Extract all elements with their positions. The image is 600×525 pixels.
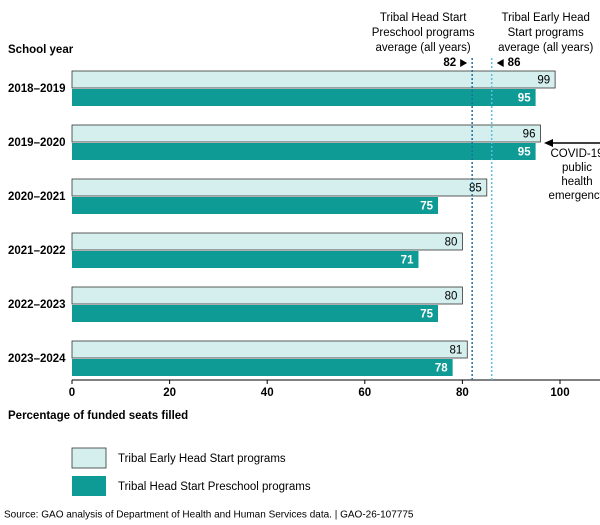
value-label: 80 (445, 237, 458, 249)
x-tick-label: 40 (261, 387, 274, 399)
x-tick-label: 100 (550, 387, 569, 399)
value-label: 81 (449, 345, 462, 357)
annotation-arrowhead (544, 139, 553, 147)
legend-label: Tribal Head Start Preschool programs (118, 481, 311, 493)
reference-label: average (all years) (376, 42, 471, 54)
y-tick-label: 2018–2019 (8, 83, 66, 95)
x-tick-label: 0 (69, 387, 75, 399)
x-axis-title: Percentage of funded seats filled (8, 410, 188, 422)
bar (72, 305, 438, 322)
value-label: 96 (523, 129, 536, 141)
y-tick-label: 2020–2021 (8, 191, 66, 203)
value-label: 95 (518, 93, 531, 105)
value-label: 71 (401, 255, 414, 267)
value-label: 78 (435, 363, 448, 375)
bar (72, 89, 536, 106)
x-tick-label: 80 (456, 387, 469, 399)
reference-value: 86 (508, 57, 521, 69)
category-axis-title: School year (8, 44, 74, 56)
legend-swatch (71, 447, 107, 469)
y-tick-label: 2021–2022 (8, 245, 66, 257)
x-tick-label: 20 (163, 387, 176, 399)
reference-label: Tribal Head Start (380, 12, 467, 24)
value-label: 99 (537, 75, 550, 87)
bar (71, 124, 541, 143)
reference-arrow (496, 59, 504, 67)
annotation: COVID-19 (550, 148, 600, 160)
value-label: 75 (420, 201, 433, 213)
bar (72, 197, 438, 214)
value-label: 75 (420, 309, 433, 321)
annotation: emergency (549, 190, 600, 202)
y-tick-label: 2022–2023 (8, 299, 66, 311)
annotation: public (562, 162, 592, 174)
bar (72, 359, 453, 376)
y-tick-label: 2023–2024 (8, 353, 66, 365)
reference-label: Preschool programs (372, 27, 475, 39)
bar (71, 178, 488, 197)
annotation: health (561, 176, 592, 188)
bar (71, 70, 556, 89)
source: Source: GAO analysis of Department of He… (4, 510, 414, 521)
legend-label: Tribal Early Head Start programs (118, 453, 286, 465)
bar (71, 232, 463, 251)
bar (72, 251, 419, 268)
bar (72, 143, 536, 160)
legend-swatch (72, 476, 106, 496)
value-label: 95 (518, 147, 531, 159)
y-tick-label: 2019–2020 (8, 137, 66, 149)
reference-label: Tribal Early Head (501, 12, 589, 24)
reference-value: 82 (443, 57, 456, 69)
x-tick-label: 60 (358, 387, 371, 399)
bar (71, 340, 468, 359)
reference-label: Start programs (508, 27, 584, 39)
value-label: 80 (445, 291, 458, 303)
reference-label: average (all years) (498, 42, 593, 54)
value-label: 85 (469, 183, 482, 195)
bar (71, 286, 463, 305)
reference-arrow (460, 59, 468, 67)
